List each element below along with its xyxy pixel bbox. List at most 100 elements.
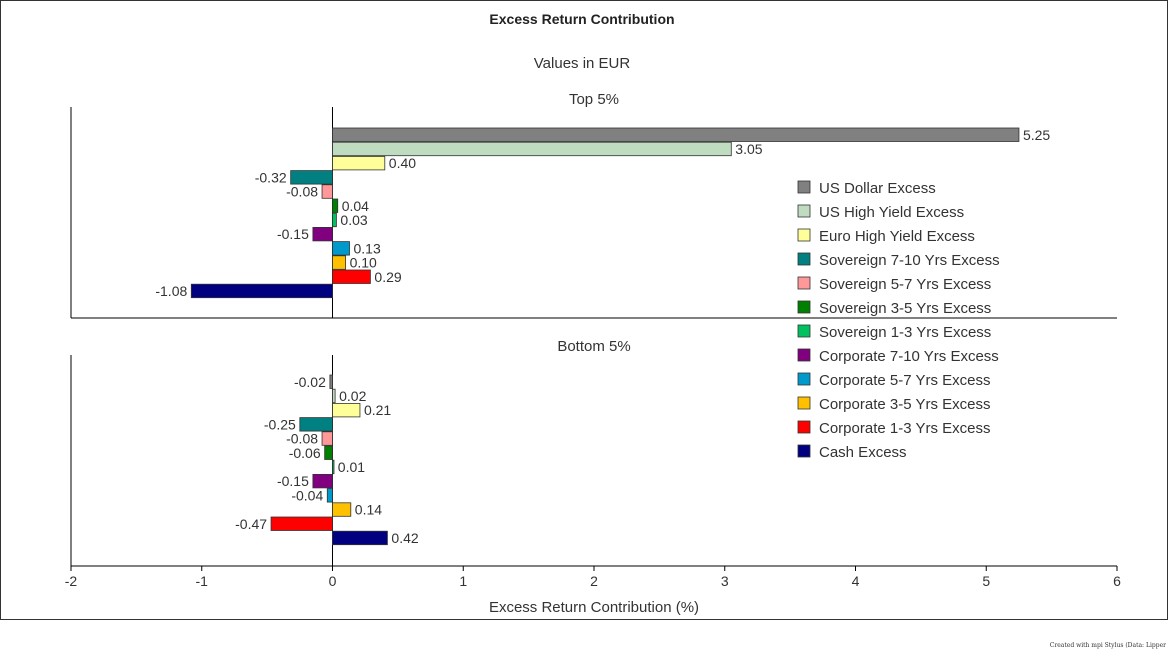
legend-label: Corporate 5-7 Yrs Excess <box>819 372 990 389</box>
bar <box>312 473 333 489</box>
legend-swatch <box>797 348 811 362</box>
data-label: 0.21 <box>364 402 391 418</box>
legend-item: Cash Excess <box>797 444 907 461</box>
legend-label: Sovereign 5-7 Yrs Excess <box>819 276 991 293</box>
bar <box>332 388 336 404</box>
x-tick-label: 5 <box>982 573 990 589</box>
legend-item: Corporate 3-5 Yrs Excess <box>797 396 990 413</box>
chart-title: Excess Return Contribution <box>489 11 674 27</box>
data-label: 0.29 <box>374 269 401 285</box>
x-axis-label: Excess Return Contribution (%) <box>489 599 699 616</box>
panel-bottom: Bottom 5% -0.02 0.020.21 -0.25-0.08-0.06 0.0… <box>70 338 631 566</box>
legend-label: US High Yield Excess <box>819 204 964 221</box>
legend-item: US Dollar Excess <box>797 180 936 197</box>
legend-label: US Dollar Excess <box>819 180 936 197</box>
data-label: -0.02 <box>294 374 326 390</box>
x-axis: -2 -1 0 1 2 3 4 5 6 <box>65 565 1121 589</box>
bar <box>332 198 339 213</box>
x-tick-label: 6 <box>1113 573 1121 589</box>
credit-text: Created with mpi Stylus (Data: Lipper <box>1049 642 1166 649</box>
legend-swatch <box>797 324 811 338</box>
legend-item: Corporate 5-7 Yrs Excess <box>797 372 990 389</box>
legend-item: Euro High Yield Excess <box>797 228 975 245</box>
x-tick-label: 3 <box>721 573 729 589</box>
bar <box>332 502 352 517</box>
legend: US Dollar Excess US High Yield Excess Euro… <box>797 180 1000 461</box>
legend-swatch <box>797 252 811 266</box>
x-tick-label: 2 <box>590 573 598 589</box>
data-label: -0.15 <box>277 473 309 489</box>
data-label: 0.42 <box>391 530 418 546</box>
x-tick-label: -1 <box>196 573 209 589</box>
data-label: 3.05 <box>735 141 762 157</box>
bar <box>321 431 333 446</box>
legend-label: Sovereign 7-10 Yrs Excess <box>819 252 1000 269</box>
panel-top: Top 5% 5.25 3.05 0.40 -0.32-0.08 0.040.03 -0.1… <box>70 91 1117 319</box>
legend-swatch <box>797 204 811 218</box>
bar <box>270 516 333 531</box>
bar <box>312 226 333 242</box>
data-label: -0.25 <box>264 416 296 432</box>
legend-label: Corporate 1-3 Yrs Excess <box>819 420 990 437</box>
data-label: 0.02 <box>339 388 366 404</box>
bar <box>299 417 333 432</box>
bar <box>324 445 333 460</box>
bar <box>332 155 386 171</box>
panel-title: Bottom 5% <box>557 338 630 355</box>
legend-label: Corporate 7-10 Yrs Excess <box>819 348 999 365</box>
chart-subtitle: Values in EUR <box>534 55 631 72</box>
legend-swatch <box>797 300 811 314</box>
x-tick-label: -2 <box>65 573 78 589</box>
legend-swatch <box>797 276 811 290</box>
data-label: 0.14 <box>355 502 382 518</box>
legend-swatch <box>797 396 811 410</box>
bar <box>332 530 388 546</box>
data-label: -0.47 <box>235 516 267 532</box>
data-label: 0.13 <box>353 240 380 256</box>
legend-swatch <box>797 444 811 458</box>
legend-label: Euro High Yield Excess <box>819 228 975 245</box>
legend-swatch <box>797 228 811 242</box>
legend-label: Corporate 3-5 Yrs Excess <box>819 396 990 413</box>
legend-label: Sovereign 1-3 Yrs Excess <box>819 324 991 341</box>
legend-item: Sovereign 1-3 Yrs Excess <box>797 324 991 341</box>
bar <box>290 170 333 185</box>
legend-item: Sovereign 7-10 Yrs Excess <box>797 252 1000 269</box>
bar <box>326 488 333 503</box>
bar <box>332 459 335 475</box>
legend-item: Sovereign 5-7 Yrs Excess <box>797 276 991 293</box>
data-label: -0.08 <box>286 184 318 200</box>
x-tick-label: 1 <box>459 573 467 589</box>
bar <box>332 127 1020 142</box>
data-label: 0.01 <box>338 459 365 475</box>
legend-item: US High Yield Excess <box>797 204 964 221</box>
bar <box>190 283 333 299</box>
bar <box>321 184 333 199</box>
data-label: 0.40 <box>389 155 416 171</box>
bar <box>332 241 350 256</box>
data-label: 5.25 <box>1023 127 1050 143</box>
data-label: -0.04 <box>291 487 323 503</box>
legend-label: Sovereign 3-5 Yrs Excess <box>819 300 991 317</box>
data-label: 0.04 <box>342 198 369 214</box>
legend-swatch <box>797 420 811 434</box>
data-label: 0.10 <box>350 255 377 271</box>
bar <box>332 212 337 228</box>
data-label: 0.03 <box>340 212 367 228</box>
bar <box>332 255 346 270</box>
bar <box>332 269 371 284</box>
legend-label: Cash Excess <box>819 444 907 461</box>
legend-swatch <box>797 180 811 194</box>
legend-item: Corporate 7-10 Yrs Excess <box>797 348 999 365</box>
bar <box>329 374 333 389</box>
data-label: -0.15 <box>277 226 309 242</box>
panel-title: Top 5% <box>569 91 619 108</box>
data-label: -1.08 <box>155 283 187 299</box>
legend-item: Corporate 1-3 Yrs Excess <box>797 420 990 437</box>
legend-item: Sovereign 3-5 Yrs Excess <box>797 300 991 317</box>
data-label: -0.08 <box>286 431 318 447</box>
x-tick-label: 4 <box>852 573 860 589</box>
x-tick-label: 0 <box>329 573 337 589</box>
bar <box>332 141 732 157</box>
